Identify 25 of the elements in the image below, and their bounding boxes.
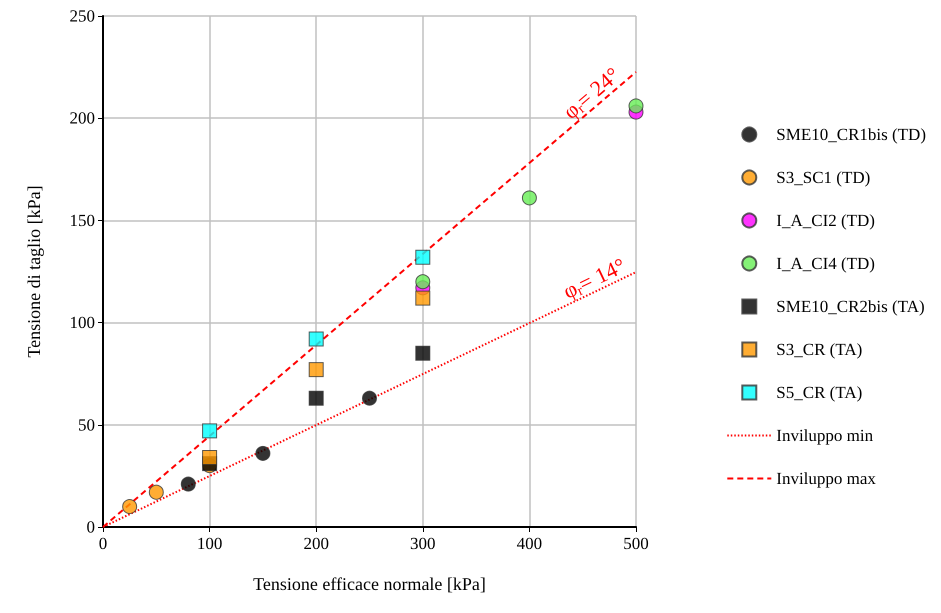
x-axis-title: Tensione efficace normale [kPa] [253, 574, 486, 594]
y-tick-label: 150 [70, 210, 95, 230]
legend-label: Inviluppo min [776, 426, 874, 445]
x-tick-label: 200 [303, 534, 329, 553]
legend-label: S3_CR (TA) [776, 340, 862, 359]
x-tick-label: 400 [516, 534, 542, 553]
x-tick-label: 100 [196, 534, 222, 553]
y-tick-label: 100 [70, 313, 95, 332]
legend-label: SME10_CR2bis (TA) [776, 297, 925, 316]
y-tick-label: 50 [78, 415, 95, 434]
y-tick-label: 0 [86, 518, 95, 536]
legend-label: S3_SC1 (TD) [776, 168, 870, 187]
legend-label: I_A_CI4 (TD) [776, 254, 875, 273]
legend-label: I_A_CI2 (TD) [776, 211, 875, 230]
x-tick-label: 300 [410, 534, 436, 553]
annotation: φr= 24° [558, 62, 625, 124]
x-tick-label: 500 [623, 534, 649, 553]
y-axis-title: Tensione di taglio [kPa] [24, 185, 44, 358]
y-tick-label: 200 [70, 108, 95, 128]
x-tick-label: 0 [98, 534, 108, 553]
legend-label: Inviluppo max [776, 469, 876, 488]
y-tick-label: 250 [70, 6, 95, 26]
legend-label: SME10_CR1bis (TD) [776, 125, 926, 144]
legend-label: S5_CR (TA) [776, 383, 862, 402]
annotation: φr= 14° [558, 252, 630, 304]
